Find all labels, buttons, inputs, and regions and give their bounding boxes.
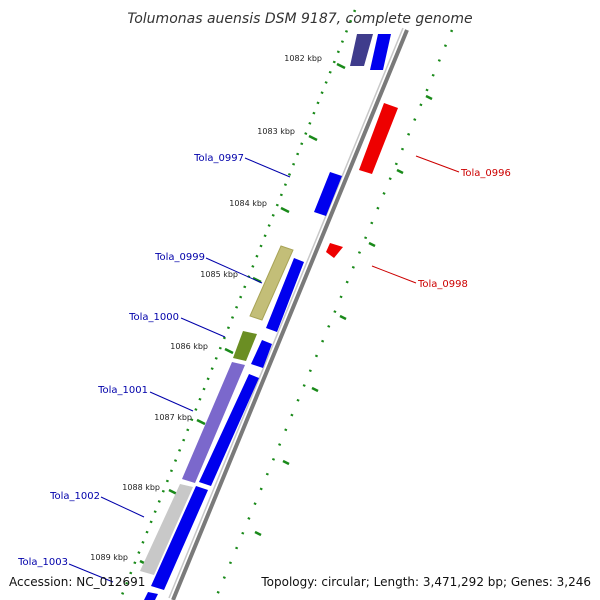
gene-label-tola-0997: Tola_0997: [193, 153, 244, 164]
gene-arrow-tola-1003: [144, 592, 158, 600]
gene-block-top: [350, 34, 373, 66]
gene-block-tola-1000: [233, 331, 257, 361]
kbp-label: 1086 kbp: [170, 342, 208, 351]
topology-text: Topology: circular; Length: 3,471,292 bp…: [260, 575, 591, 589]
leader-lines: [68, 155, 460, 583]
gene-arrow-top: [370, 34, 391, 70]
kbp-label: 1089 kbp: [90, 553, 128, 562]
kbp-label: 1085 kbp: [200, 270, 238, 279]
gene-arrow-tola-0996: [359, 103, 398, 174]
map-title: Tolumonas auensis DSM 9187, complete gen…: [127, 11, 472, 27]
outer-major-ticks: [254, 94, 433, 537]
gene-block-tola-1001: [182, 362, 245, 483]
gene-label-tola-1002: Tola_1002: [49, 491, 100, 502]
gene-label-tola-1003: Tola_1003: [17, 557, 68, 568]
gene-arrow-tola-0998: [326, 243, 343, 258]
kbp-label: 1088 kbp: [122, 483, 160, 492]
gene-label-tola-0996: Tola_0996: [460, 168, 511, 179]
gene-arrow-tola-1002: [151, 486, 208, 590]
gene-block-tola-1002: [140, 484, 193, 575]
gene-label-tola-0999: Tola_0999: [154, 252, 205, 263]
gene-arrow-tola-0999: [266, 258, 304, 332]
gene-labels: Tola_0996 Tola_0997 Tola_0998 Tola_0999 …: [17, 153, 511, 568]
gene-label-tola-0998: Tola_0998: [417, 279, 468, 290]
kbp-label: 1083 kbp: [257, 127, 295, 136]
kbp-label: 1084 kbp: [229, 199, 267, 208]
gene-label-tola-1000: Tola_1000: [128, 312, 179, 323]
gene-arrow-tola-1001: [199, 374, 259, 486]
gene-arrow-tola-1000: [251, 340, 272, 368]
gene-label-tola-1001: Tola_1001: [97, 385, 148, 396]
genome-backbone: [171, 29, 409, 600]
gene-arrow-tola-0997: [314, 172, 342, 216]
kbp-label: 1082 kbp: [284, 54, 322, 63]
accession-text: Accession: NC_012691: [9, 575, 145, 589]
kbp-label: 1087 kbp: [154, 413, 192, 422]
inner-ruler: [118, 9, 357, 600]
kbp-labels: 1082 kbp 1083 kbp 1084 kbp 1085 kbp 1086…: [90, 54, 322, 562]
inner-major-ticks: [139, 62, 346, 567]
gene-block-tola-0999: [249, 245, 294, 321]
